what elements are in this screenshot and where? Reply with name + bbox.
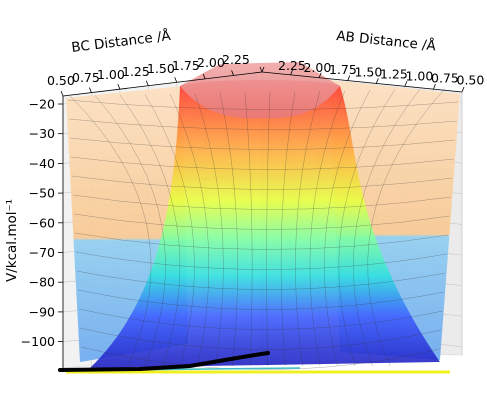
mesh-line bbox=[75, 251, 447, 270]
ab-tick-label: 2.00 bbox=[304, 60, 332, 75]
mesh-line bbox=[194, 93, 224, 367]
mesh-line bbox=[244, 92, 253, 367]
mesh-line bbox=[76, 270, 446, 290]
mesh-line bbox=[74, 232, 449, 250]
mesh-line bbox=[219, 92, 238, 367]
v-axis-label: V/kcal.mol⁻¹ bbox=[4, 199, 20, 282]
ab-tick-mark bbox=[461, 86, 465, 93]
bc-tick-mark bbox=[231, 70, 234, 76]
bc-tick-label: 1.25 bbox=[122, 64, 150, 79]
mesh-line bbox=[94, 95, 166, 367]
mesh-line bbox=[266, 91, 271, 367]
ab-axis-label: AB Distance /Å bbox=[336, 27, 438, 54]
bc-tick-mark bbox=[60, 90, 64, 97]
mesh-line bbox=[69, 137, 456, 150]
mesh-line bbox=[144, 94, 195, 367]
mesh-line bbox=[353, 88, 421, 367]
trajectory-line bbox=[58, 351, 270, 372]
mesh-line bbox=[73, 213, 450, 230]
mesh-line bbox=[68, 118, 457, 130]
mesh-line bbox=[295, 90, 321, 367]
mesh-line bbox=[324, 89, 371, 367]
mesh-line bbox=[77, 289, 445, 310]
ab-tick-mark bbox=[404, 81, 408, 87]
bc-tick-label: 2.25 bbox=[222, 52, 250, 67]
mesh-line bbox=[67, 99, 459, 110]
ab-tick-mark bbox=[318, 72, 322, 78]
bc-axis-label: BC Distance /Å bbox=[70, 27, 172, 56]
v-tick-label: −90 bbox=[29, 304, 55, 319]
mesh-line bbox=[71, 175, 453, 190]
mesh-line bbox=[79, 327, 442, 350]
mesh-line bbox=[338, 89, 396, 367]
bc-tick-mark bbox=[145, 80, 149, 86]
v-tick-label: −40 bbox=[29, 156, 55, 171]
surface-mesh bbox=[67, 88, 459, 370]
bc-tick-label: 0.75 bbox=[72, 70, 100, 85]
axis-lines bbox=[62, 71, 463, 372]
v-tick-label: −20 bbox=[29, 97, 55, 112]
mesh-line bbox=[280, 91, 296, 367]
bc-tick-mark bbox=[202, 73, 206, 80]
v-tick-label: −80 bbox=[29, 275, 55, 290]
ab-tick-mark bbox=[433, 83, 436, 90]
bc-tick-mark bbox=[89, 87, 92, 93]
mesh-line bbox=[69, 95, 152, 367]
mesh-line bbox=[309, 90, 346, 367]
mesh-line bbox=[78, 308, 443, 330]
bc-axis-ticks: 0.500.751.001.251.501.752.002.25 bbox=[47, 52, 263, 97]
v-tick-label: −100 bbox=[21, 334, 55, 349]
v-tick-label: −70 bbox=[29, 245, 55, 260]
ab-tick-mark bbox=[261, 66, 265, 73]
ab-tick-label: 1.25 bbox=[380, 66, 408, 81]
mesh-line bbox=[80, 346, 440, 370]
mesh-line bbox=[367, 88, 446, 367]
bc-tick-label: 2.00 bbox=[197, 55, 225, 70]
ab-axis-ticks: 2.252.001.751.501.251.000.750.50 bbox=[261, 58, 485, 93]
mesh-line bbox=[169, 93, 210, 367]
bc-tick-label: 0.50 bbox=[47, 73, 75, 88]
ab-tick-label: 1.75 bbox=[329, 62, 357, 77]
ab-tick-mark bbox=[375, 78, 379, 84]
ab-tick-label: 1.00 bbox=[406, 69, 434, 84]
ab-tick-mark bbox=[347, 75, 351, 81]
mesh-line bbox=[70, 156, 454, 170]
bc-tick-mark bbox=[117, 83, 121, 90]
ab-tick-label: 0.50 bbox=[457, 73, 485, 88]
surface bbox=[66, 62, 460, 374]
bc-tick-mark bbox=[174, 77, 178, 83]
ab-tick-label: 0.75 bbox=[431, 71, 459, 86]
ab-tick-mark bbox=[290, 69, 293, 76]
mesh-line bbox=[119, 94, 181, 367]
v-tick-label: −50 bbox=[29, 186, 55, 201]
surface-center-ridge bbox=[90, 80, 440, 368]
bc-tick-label: 1.50 bbox=[147, 61, 175, 76]
v-tick-label: −60 bbox=[29, 215, 55, 230]
bc-tick-mark bbox=[259, 66, 263, 73]
bc-tick-label: 1.00 bbox=[97, 67, 125, 82]
mesh-line bbox=[72, 194, 452, 210]
bc-tick-label: 1.75 bbox=[172, 58, 200, 73]
v-axis-ticks: −20 −30 −40 −50 −60 −70 −80 −90 −100 bbox=[21, 97, 63, 349]
ab-tick-label: 1.50 bbox=[355, 64, 383, 79]
ab-tick-label: 2.25 bbox=[278, 58, 306, 73]
v-tick-label: −30 bbox=[29, 126, 55, 141]
